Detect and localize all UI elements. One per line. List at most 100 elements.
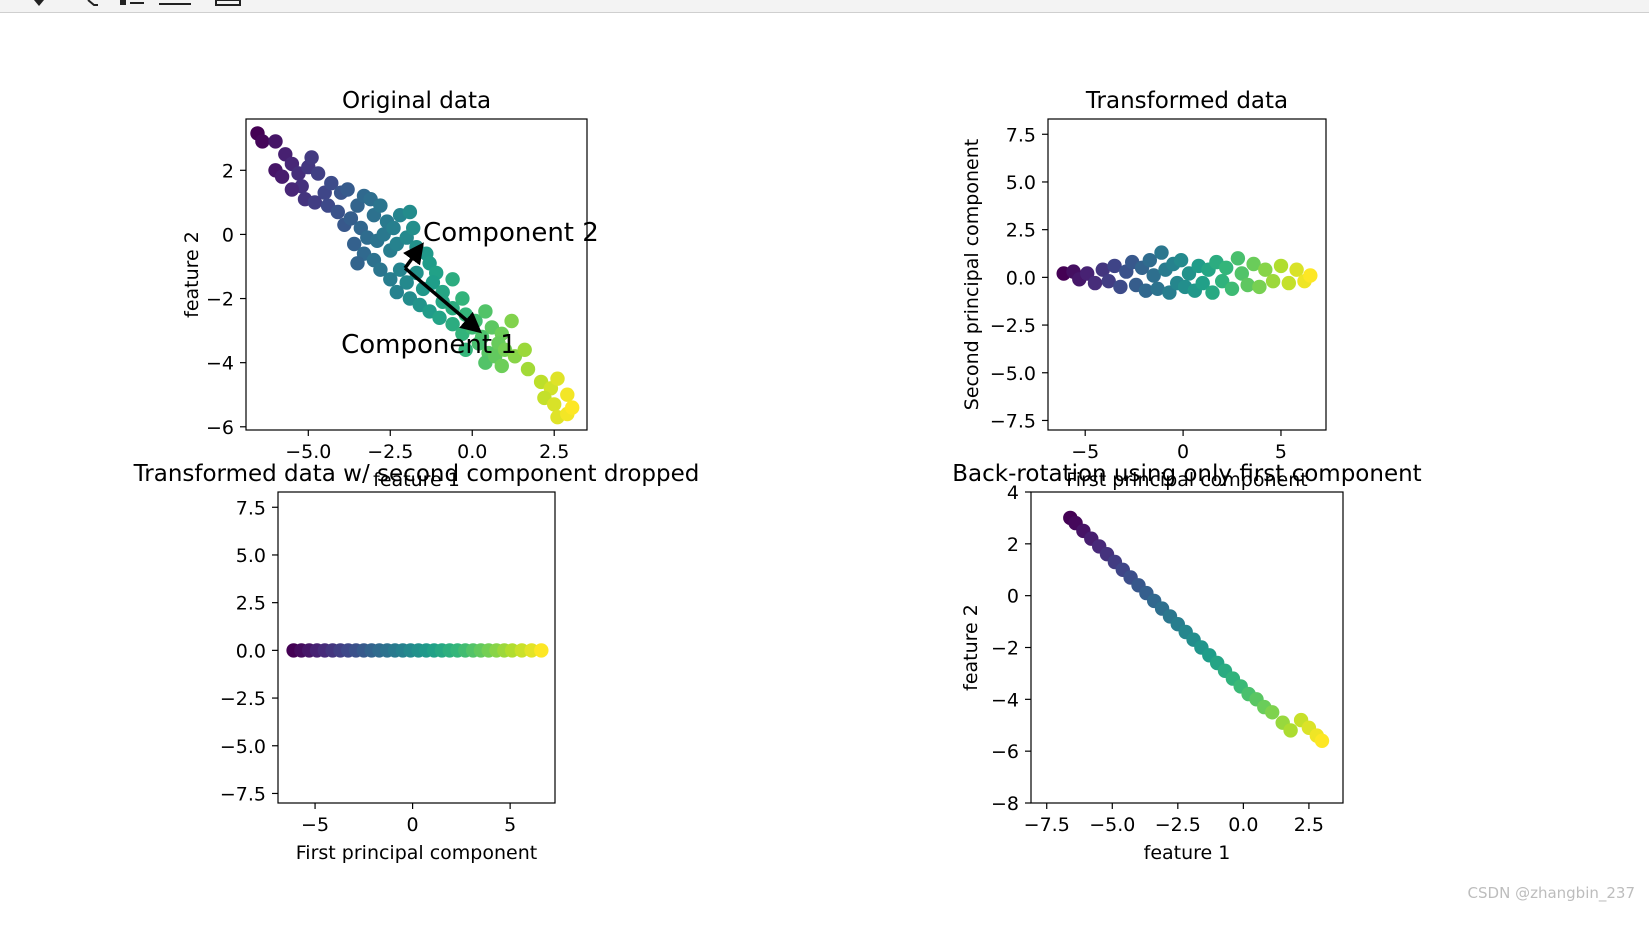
x-tick-label: −5.0 xyxy=(285,441,331,463)
scatter-point xyxy=(383,272,398,287)
y-tick-label: 7.5 xyxy=(236,497,266,519)
y-tick-label: −4 xyxy=(206,353,234,375)
y-tick-label: 2 xyxy=(222,160,234,182)
scatter-point xyxy=(1215,274,1230,289)
subplot-back-rotation: −7.5 −5.0 −2.5 0.0 2.5 −8 −6 −4 −2 0 2 4Back-rotati… xyxy=(952,461,1421,864)
x-tick-label: 0 xyxy=(407,814,419,836)
matplotlib-toolbar xyxy=(0,0,1649,13)
scatter-point xyxy=(310,166,326,181)
zoom-icon[interactable] xyxy=(86,0,100,6)
y-tick-label: 0 xyxy=(222,224,234,246)
scatter-point xyxy=(1154,245,1169,260)
y-tick-label: −5.0 xyxy=(220,736,266,758)
y-tick-label: −8 xyxy=(991,793,1019,815)
scatter-point xyxy=(504,313,519,329)
y-tick-label: 7.5 xyxy=(1006,124,1036,146)
axes-frame xyxy=(1030,491,1344,804)
scatter-point xyxy=(471,336,486,351)
scatter-point xyxy=(1205,285,1220,300)
y-tick-label: −6 xyxy=(991,741,1019,763)
scatter-point xyxy=(1095,262,1111,277)
scatter-point xyxy=(1087,275,1103,291)
y-tick-label: 0.0 xyxy=(236,640,266,662)
scatter-point xyxy=(1150,281,1165,296)
pan-icon[interactable] xyxy=(32,0,46,6)
scatter-point xyxy=(445,272,460,287)
x-tick-label: −2.5 xyxy=(1155,814,1201,836)
configure-subplots-icon[interactable] xyxy=(118,0,146,6)
scatter-point xyxy=(402,204,418,220)
scatter-point xyxy=(547,397,562,412)
y-tick-label: 0 xyxy=(1007,586,1019,608)
scatter-point xyxy=(1265,274,1281,289)
subplot-transformed-data: −5 0 5 −7.5 −5.0 −2.5 0.0 2.5 5.0 7.5 Transformed … xyxy=(961,88,1327,491)
scatter-point xyxy=(373,262,388,277)
scatter-point xyxy=(392,262,408,277)
y-tick-label: 0.0 xyxy=(1006,267,1036,289)
scatter-point xyxy=(1283,723,1298,738)
y-tick-label: −7.5 xyxy=(990,410,1036,432)
y-tick-label: −2.5 xyxy=(220,688,266,710)
axes-frame xyxy=(277,491,556,804)
scatter-point xyxy=(1252,279,1267,295)
y-tick-label: 2.5 xyxy=(1006,220,1036,242)
scatter-point xyxy=(1273,258,1289,274)
x-axis-label: feature 1 xyxy=(373,469,460,491)
component-1-label: Component 1 xyxy=(341,330,517,360)
y-tick-label: 5.0 xyxy=(1006,172,1036,194)
scatter-point xyxy=(520,361,536,377)
scatter-point xyxy=(1246,256,1261,272)
scatter-point xyxy=(1138,283,1154,298)
scatter-points xyxy=(286,643,549,658)
x-axis-label: First principal component xyxy=(1066,469,1307,491)
x-tick-label: −5.0 xyxy=(1089,814,1135,836)
scatter-point xyxy=(458,342,473,357)
scatter-point xyxy=(1181,266,1197,281)
y-tick-label: 5.0 xyxy=(236,545,266,567)
y-tick-label: −2.5 xyxy=(990,315,1036,337)
scatter-point xyxy=(494,358,509,374)
scatter-point xyxy=(399,275,414,290)
scatter-point xyxy=(445,317,460,332)
y-tick-label: −7.5 xyxy=(220,783,266,805)
x-tick-label: −2.5 xyxy=(367,441,413,463)
save-icon[interactable] xyxy=(214,0,242,6)
scatter-points xyxy=(1056,245,1318,300)
scatter-point xyxy=(1142,253,1158,268)
subplot-original-data: −5.0 −2.5 0.0 2.5 −6 −4 −2 0 2 Original data featu… xyxy=(181,88,599,491)
scatter-points xyxy=(1063,510,1330,748)
scatter-point xyxy=(1289,262,1304,277)
scatter-point xyxy=(1230,251,1246,266)
scatter-point xyxy=(1219,260,1234,275)
chart-title: Transformed data w/ second component dro… xyxy=(133,461,700,487)
chart-title: Transformed data xyxy=(1085,88,1288,114)
axes-frame xyxy=(1047,118,1327,431)
x-tick-label: 5 xyxy=(1275,441,1287,463)
scatter-point xyxy=(560,387,575,402)
scatter-point xyxy=(517,342,532,357)
chart-title: Original data xyxy=(342,88,491,114)
scatter-point xyxy=(478,304,493,319)
x-axis-label: feature 1 xyxy=(1144,842,1231,864)
scatter-point xyxy=(550,371,565,386)
scatter-point xyxy=(347,236,362,252)
edit-axes-icon[interactable] xyxy=(158,0,192,6)
scatter-point xyxy=(1258,262,1273,277)
y-tick-label: −4 xyxy=(991,689,1019,711)
scatter-point xyxy=(1162,285,1177,300)
component-2-label: Component 2 xyxy=(423,218,599,248)
y-tick-label: −2 xyxy=(206,289,234,311)
x-tick-label: 0 xyxy=(1177,441,1189,463)
x-tick-label: 5 xyxy=(504,814,516,836)
scatter-point xyxy=(340,182,355,197)
scatter-point xyxy=(324,175,339,191)
y-axis-label: feature 2 xyxy=(181,231,203,318)
x-tick-label: 2.5 xyxy=(1294,814,1324,836)
x-axis-label: First principal component xyxy=(296,842,537,864)
watermark-text: CSDN @zhangbin_237 xyxy=(1467,884,1635,902)
scatter-point xyxy=(1195,275,1210,291)
scatter-point xyxy=(255,134,270,149)
scatter-point xyxy=(1146,268,1161,283)
scatter-point xyxy=(1240,277,1255,293)
